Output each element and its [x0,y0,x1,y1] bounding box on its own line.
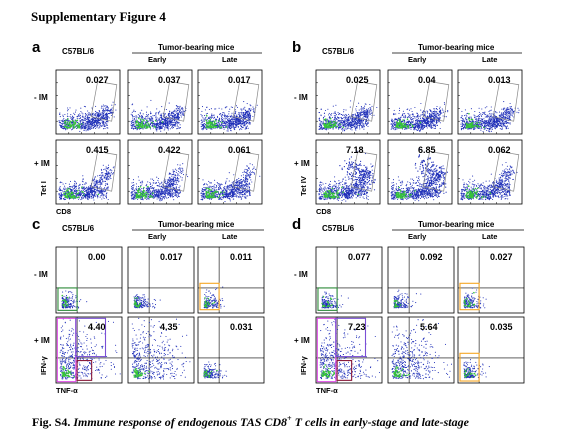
gate-percentage: 7.18 [346,145,364,155]
dot-plot [127,69,193,135]
caption-text: Immune response of endogenous TAS CD8 [73,415,288,429]
gate-percentage: 0.061 [228,145,251,155]
gate-percentage: 0.422 [158,145,181,155]
caption-superscript: + [287,414,292,423]
x-axis-label: CD8 [316,207,331,216]
y-axis-label: Tet I [39,181,48,196]
dot-plot [387,69,453,135]
row-label-minus-im: - IM [34,270,48,279]
row-label-plus-im: + IM [34,159,50,168]
dot-plot [127,316,195,384]
late-label: Late [222,55,237,64]
panel-label: d [292,216,301,233]
panel-d [315,229,525,384]
early-label: Early [408,55,427,64]
gate-percentage: 0.092 [420,252,443,262]
dot-plot [127,139,193,205]
strain-label: C57BL/6 [62,47,95,56]
row-label-plus-im: + IM [294,336,310,345]
gate-percentage: 0.027 [86,75,109,85]
gate-percentage: 0.062 [488,145,511,155]
gate-percentage: 0.011 [230,252,252,262]
y-axis-label: Tet IV [299,176,308,196]
strain-label: C57BL/6 [322,224,355,233]
gate-percentage: 0.027 [490,252,513,262]
gate-percentage: 6.85 [418,145,436,155]
strain-label: C57BL/6 [322,47,355,56]
gate-percentage: 5.64 [420,322,438,332]
group-header: Tumor-bearing mice [418,220,495,229]
dot-plot [457,316,525,384]
gate-percentage: 0.031 [230,322,253,332]
caption-prefix: Fig. S4. [32,415,71,429]
gate-percentage: 0.037 [158,75,181,85]
x-axis-label: CD8 [56,207,71,216]
dot-plot [457,139,523,205]
x-axis-label: TNF-α [316,386,338,395]
panel-label: a [32,39,41,56]
row-label-minus-im: - IM [294,93,308,102]
group-header: Tumor-bearing mice [158,43,235,52]
late-label: Late [222,232,237,241]
dot-plot [127,246,195,314]
dot-plot [197,139,263,205]
dot-plot [55,316,123,384]
gate-percentage: 4.35 [160,322,178,332]
dot-plot [315,316,383,384]
early-label: Early [408,232,427,241]
group-header: Tumor-bearing mice [158,220,235,229]
figure-caption: Fig. S4. Immune response of endogenous T… [32,414,469,430]
gate-percentage: 7.23 [348,322,366,332]
strain-label: C57BL/6 [62,224,95,233]
dot-plot [55,246,123,314]
gate-percentage: 0.04 [418,75,436,85]
dot-plot [55,139,121,205]
dot-plot [457,246,525,314]
panel-label: c [32,216,40,233]
dot-plot [315,139,381,205]
gate-percentage: 0.00 [88,252,106,262]
panel-b [315,52,523,205]
gate-percentage: 0.025 [346,75,369,85]
gate-percentage: 0.077 [348,252,371,262]
group-header: Tumor-bearing mice [418,43,495,52]
dot-plot [315,246,383,314]
row-label-minus-im: - IM [294,270,308,279]
early-label: Early [148,232,167,241]
dot-plot [197,69,263,135]
late-label: Late [482,232,497,241]
panel-c [55,229,265,384]
caption-text-after: T cells in early-stage and late-stage [294,415,469,429]
dot-plot [197,246,265,314]
gate-percentage: 0.017 [228,75,251,85]
gate-percentage: 0.415 [86,145,109,155]
y-axis-label: IFN-γ [39,355,48,375]
figure-title: Supplementary Figure 4 [31,9,166,24]
panel-label: b [292,39,301,56]
row-label-plus-im: + IM [294,159,310,168]
gate-percentage: 4.40 [88,322,106,332]
x-axis-label: TNF-α [56,386,78,395]
y-axis-label: IFN-γ [299,355,308,375]
dot-plot [55,69,121,135]
gate-percentage: 0.013 [488,75,511,85]
gate-percentage: 0.017 [160,252,183,262]
dot-plot [315,69,381,135]
dot-plot [387,246,455,314]
gate-percentage: 0.035 [490,322,513,332]
panel-a [55,52,263,205]
row-label-minus-im: - IM [34,93,48,102]
dot-plot [387,316,455,384]
late-label: Late [482,55,497,64]
dot-plot [387,139,453,205]
early-label: Early [148,55,167,64]
row-label-plus-im: + IM [34,336,50,345]
dot-plot [457,69,523,135]
dot-plot [197,316,265,384]
